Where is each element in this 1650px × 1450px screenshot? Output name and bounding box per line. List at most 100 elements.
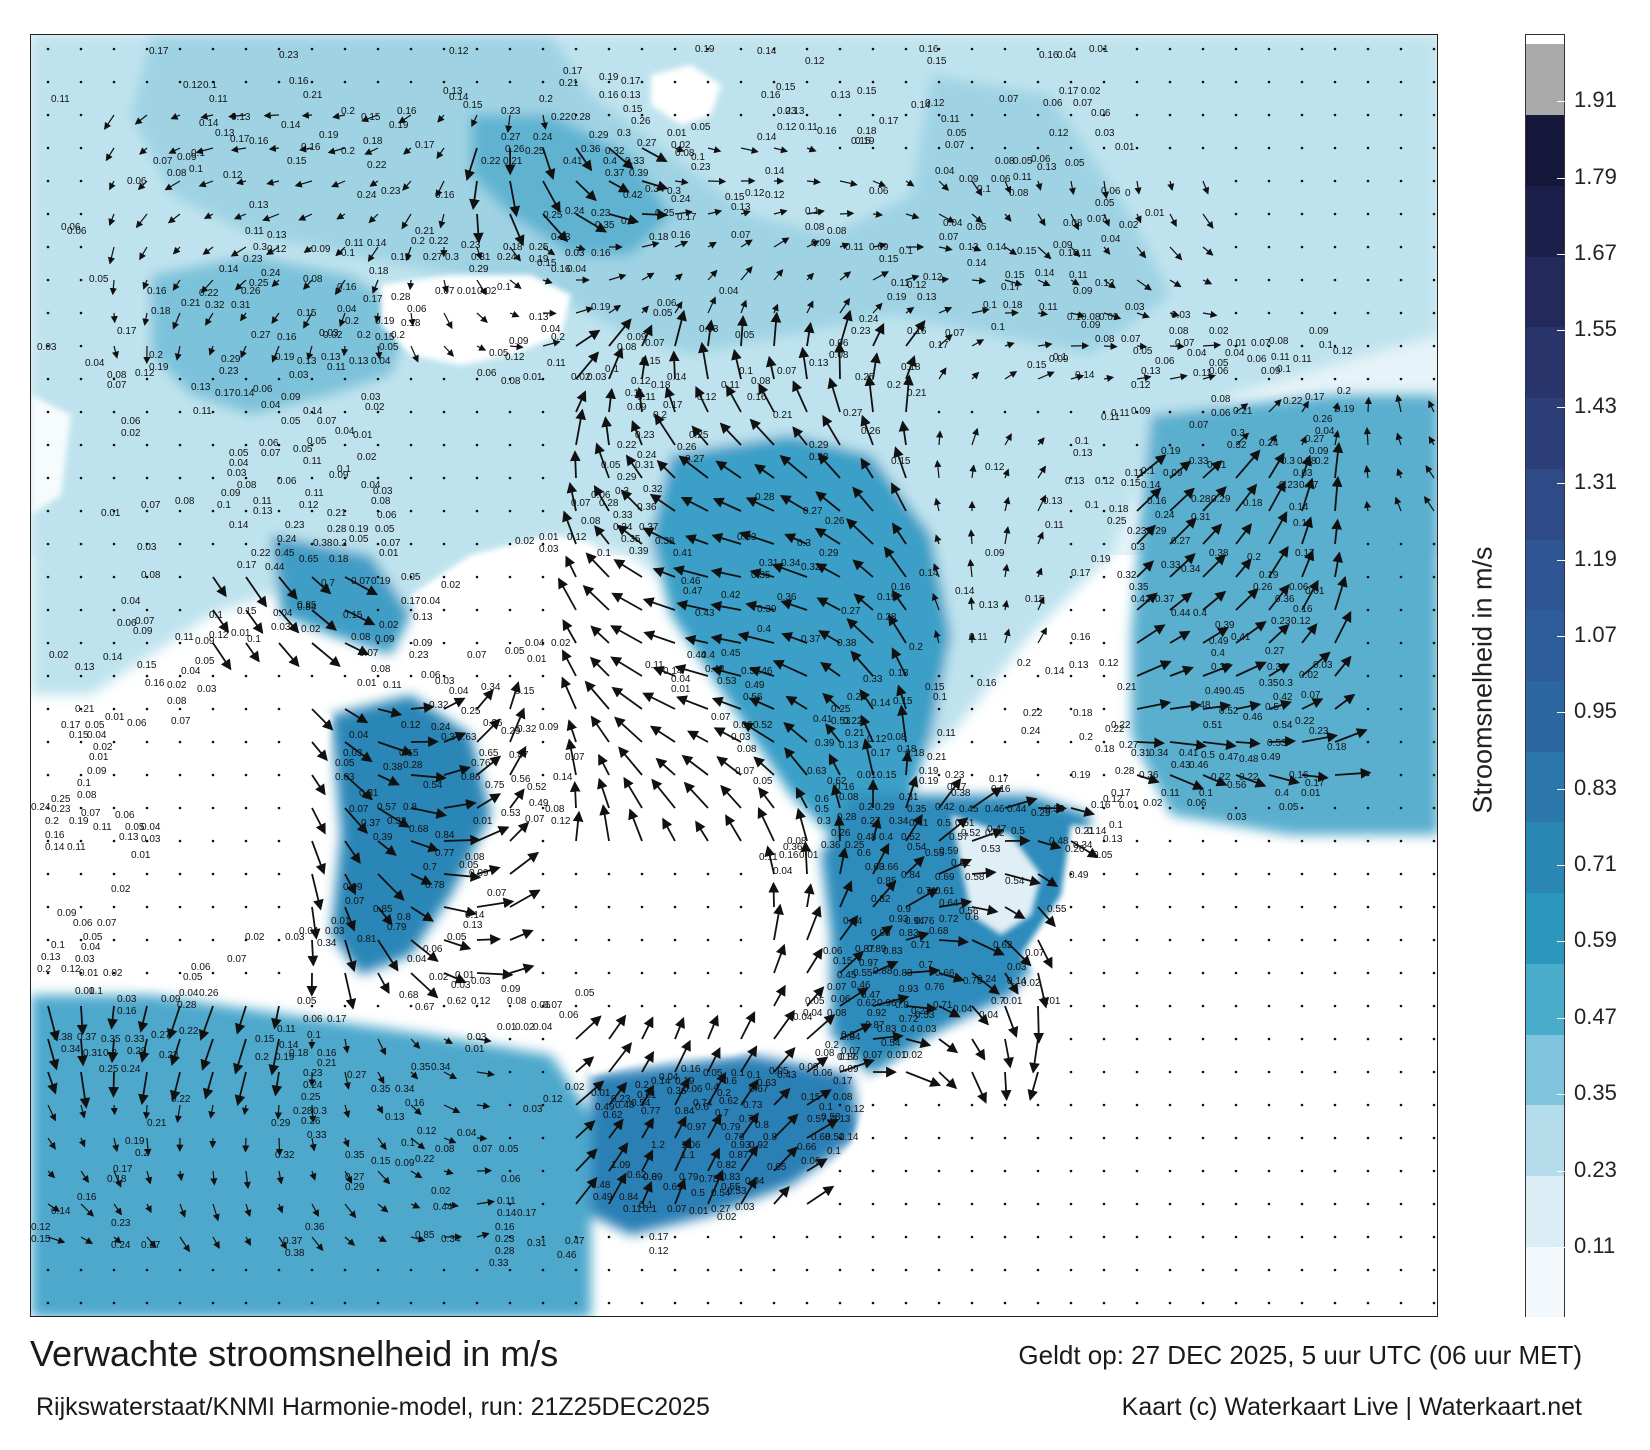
speed-label: 0.27 [141, 1240, 161, 1251]
speed-label: 0.77 [641, 1106, 661, 1117]
current-arrow [137, 1005, 149, 1033]
grid-dot [211, 839, 215, 843]
speed-label: 0.01 [527, 654, 547, 665]
grid-dot [178, 476, 182, 480]
speed-label: 0.08 [1063, 218, 1083, 229]
colorbar-tick-label: 1.07 [1574, 621, 1617, 647]
speed-label: 0.19 [371, 576, 391, 587]
grid-dot [310, 80, 314, 84]
speed-label: 0.8 [397, 912, 411, 923]
speed-label: 0.93 [889, 914, 909, 925]
current-arrow [608, 180, 630, 193]
speed-label: 0.38 [285, 1248, 305, 1259]
grid-dot [574, 1268, 578, 1272]
current-arrow [332, 112, 346, 120]
grid-dot [607, 971, 611, 975]
grid-dot [541, 608, 545, 612]
current-arrow [598, 753, 610, 776]
grid-dot [178, 773, 182, 777]
current-arrow [228, 112, 247, 120]
grid-dot [112, 377, 116, 381]
current-arrow [608, 304, 622, 314]
current-arrow [138, 1038, 150, 1063]
speed-label: 0.05 [575, 988, 595, 999]
speed-label: 0.14 [45, 842, 65, 853]
grid-dot [46, 377, 50, 381]
speed-label: 0.16 [779, 850, 799, 861]
speed-label: 0.15 [623, 104, 643, 115]
speed-label: 0.23 [635, 430, 655, 441]
speed-label: 0.18 [889, 668, 909, 679]
current-arrow [726, 384, 742, 413]
grid-dot [1234, 212, 1238, 216]
current-arrow [773, 903, 784, 941]
speed-label: 0.08 [1081, 312, 1101, 323]
speed-label: 0.07 [107, 380, 127, 391]
grid-dot [1267, 1268, 1271, 1272]
current-arrow [344, 873, 357, 896]
grid-dot [211, 674, 215, 678]
speed-label: 0.16 [761, 90, 781, 101]
colorbar-tick-label: 0.83 [1574, 774, 1617, 800]
speed-label: 0.09 [643, 1172, 663, 1183]
grid-dot [508, 1169, 512, 1173]
speed-label: 0.54 [881, 1038, 901, 1049]
grid-dot [1201, 905, 1205, 909]
grid-dot [1102, 146, 1106, 150]
speed-label: 0.39 [629, 546, 649, 557]
grid-dot [244, 905, 248, 909]
speed-label: 0.02 [121, 428, 141, 439]
speed-label: 0.04 [533, 1022, 553, 1033]
speed-label: 0.07 [487, 888, 507, 899]
current-arrow [233, 212, 247, 220]
grid-dot [739, 1004, 743, 1008]
current-arrow [377, 741, 414, 756]
grid-dot [244, 839, 248, 843]
speed-label: 0.07 [1189, 420, 1209, 431]
current-arrow [443, 345, 455, 357]
current-arrow [195, 147, 214, 155]
speed-label: 0.34 [431, 1062, 451, 1073]
speed-label: 0.01 [1003, 996, 1023, 1007]
speed-label: 0.04 [407, 954, 427, 965]
speed-label: 0.05 [499, 1144, 519, 1155]
speed-label: 0.16 [495, 1222, 515, 1233]
grid-dot [838, 1235, 842, 1239]
speed-label: 0.02 [671, 140, 691, 151]
current-arrow [469, 180, 480, 211]
speed-label: 0.37 [639, 522, 659, 533]
speed-label: 0.49 [529, 798, 549, 809]
speed-label: 0.28 [755, 492, 775, 503]
speed-label: 0.93 [899, 984, 919, 995]
speed-label: 0.17 [401, 596, 421, 607]
current-arrow [79, 1071, 91, 1109]
grid-dot [1102, 1136, 1106, 1140]
current-arrow [311, 1236, 324, 1252]
speed-label: 0.56 [511, 774, 531, 785]
grid-dot [1432, 179, 1436, 183]
speed-label: 0.06 [1247, 354, 1267, 365]
grid-dot [937, 1301, 941, 1305]
current-arrow [311, 1203, 319, 1218]
speed-label: 0.02 [379, 620, 399, 631]
speed-label: 0.05 [125, 822, 145, 833]
speed-label: 0.28 [809, 452, 829, 463]
speed-label: 0.2 [621, 216, 635, 227]
speed-label: 0.13 [979, 600, 999, 611]
grid-dot [1036, 1202, 1040, 1206]
speed-label: 0.03 [565, 248, 585, 259]
current-arrow [969, 464, 977, 479]
speed-label: 0.48 [857, 832, 877, 843]
grid-dot [1135, 1268, 1139, 1272]
current-arrow [1037, 596, 1045, 611]
speed-label: 0.29 [221, 354, 241, 365]
current-arrow [792, 380, 808, 413]
current-arrow [971, 867, 997, 879]
speed-label: 0.15 [297, 308, 317, 319]
current-arrow [205, 312, 214, 326]
grid-dot [640, 1235, 644, 1239]
grid-dot [475, 1301, 479, 1305]
grid-dot [970, 47, 974, 51]
speed-label: 0.11 [937, 728, 956, 739]
speed-label: 0.29 [875, 802, 895, 813]
